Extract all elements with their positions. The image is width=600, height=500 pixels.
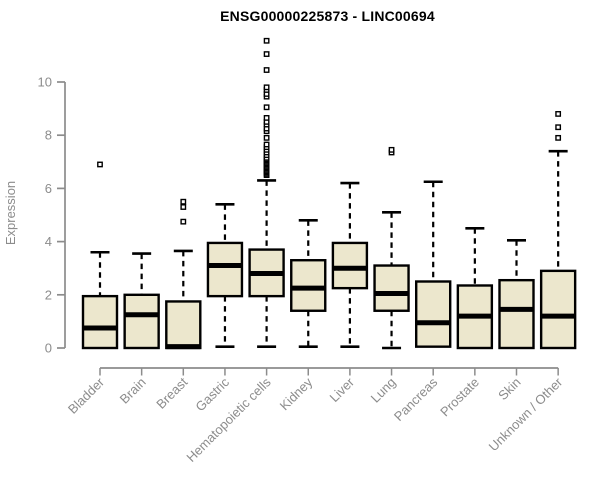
outlier-point-lung[interactable]	[388, 146, 395, 153]
outlier-point-breast[interactable]	[180, 218, 187, 225]
box-gastric[interactable]	[206, 241, 244, 298]
outlier-point-unknown-other[interactable]	[555, 111, 562, 117]
outlier-point-hematopoietic-cells[interactable]	[263, 134, 270, 141]
outlier-point-hematopoietic-cells[interactable]	[263, 51, 270, 57]
outlier-point-bladder[interactable]	[97, 161, 103, 168]
y-tick-label: 0	[45, 341, 52, 356]
category-label-brain: Brain	[117, 375, 149, 407]
outlier-point-breast[interactable]	[180, 198, 187, 205]
outlier-point-hematopoietic-cells[interactable]	[263, 141, 270, 148]
category-label-lung: Lung	[368, 375, 399, 406]
y-tick-label: 4	[45, 234, 52, 249]
box-pancreas[interactable]	[415, 280, 452, 348]
category-label-unknown-other: Unknown / Other	[486, 374, 566, 454]
box-kidney[interactable]	[290, 259, 327, 312]
outlier-point-hematopoietic-cells[interactable]	[263, 84, 270, 91]
box-skin[interactable]	[498, 278, 535, 350]
y-tick-label: 6	[45, 181, 52, 196]
outlier-point-hematopoietic-cells[interactable]	[263, 115, 270, 121]
category-label-pancreas: Pancreas	[391, 374, 441, 424]
chart-title: ENSG00000225873 - LINC00694	[220, 8, 435, 24]
category-label-breast: Breast	[153, 374, 190, 411]
outlier-point-breast[interactable]	[180, 204, 187, 210]
y-tick-label: 8	[45, 128, 52, 143]
outlier-point-hematopoietic-cells[interactable]	[263, 37, 270, 44]
y-tick-label: 2	[45, 287, 52, 302]
box-brain[interactable]	[123, 293, 160, 350]
category-label-bladder: Bladder	[65, 374, 108, 417]
outlier-point-hematopoietic-cells[interactable]	[263, 104, 270, 111]
y-axis-title: Expression	[3, 181, 18, 245]
category-label-skin: Skin	[495, 375, 523, 403]
category-label-liver: Liver	[326, 374, 357, 405]
outlier-point-unknown-other[interactable]	[555, 134, 562, 141]
category-label-prostate: Prostate	[437, 375, 482, 420]
category-label-gastric: Gastric	[192, 374, 232, 414]
category-label-kidney: Kidney	[277, 374, 316, 413]
box-liver[interactable]	[331, 241, 369, 290]
box-lung[interactable]	[373, 264, 410, 312]
box-unknown-other[interactable]	[539, 269, 577, 350]
outlier-point-unknown-other[interactable]	[555, 124, 562, 131]
y-tick-label: 10	[38, 75, 52, 90]
outlier-point-hematopoietic-cells[interactable]	[263, 67, 270, 73]
box-breast[interactable]	[165, 300, 202, 350]
box-bladder[interactable]	[81, 294, 119, 350]
